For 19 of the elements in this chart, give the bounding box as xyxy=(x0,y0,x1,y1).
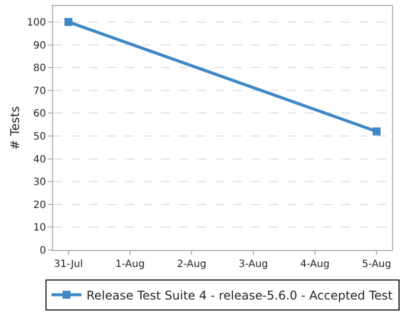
y-tick-label: 50 xyxy=(33,131,46,142)
y-tick-label: 100 xyxy=(26,17,46,28)
x-tick-label: 2-Aug xyxy=(177,259,206,270)
x-tick-label: 5-Aug xyxy=(362,259,392,270)
y-tick-label: 90 xyxy=(33,40,46,52)
x-tick-label: 1-Aug xyxy=(115,259,145,270)
y-tick-label: 80 xyxy=(33,63,46,74)
y-tick-label: 0 xyxy=(40,246,46,256)
y-tick-label: 70 xyxy=(33,86,46,97)
y-tick-label: 40 xyxy=(33,154,46,166)
y-tick-label: 60 xyxy=(33,108,46,120)
legend-label: Release Test Suite 4 - release-5.6.0 - Accepted Test xyxy=(86,288,393,302)
x-tick-label: 4-Aug xyxy=(300,259,330,270)
y-axis-title: # Tests xyxy=(8,106,22,150)
y-tick-label: 30 xyxy=(33,177,46,188)
x-tick-label: 31-Jul xyxy=(54,259,83,270)
y-tick-label: 10 xyxy=(33,222,46,234)
y-tick-label: 20 xyxy=(33,200,46,211)
x-tick-label: 3-Aug xyxy=(238,259,268,270)
